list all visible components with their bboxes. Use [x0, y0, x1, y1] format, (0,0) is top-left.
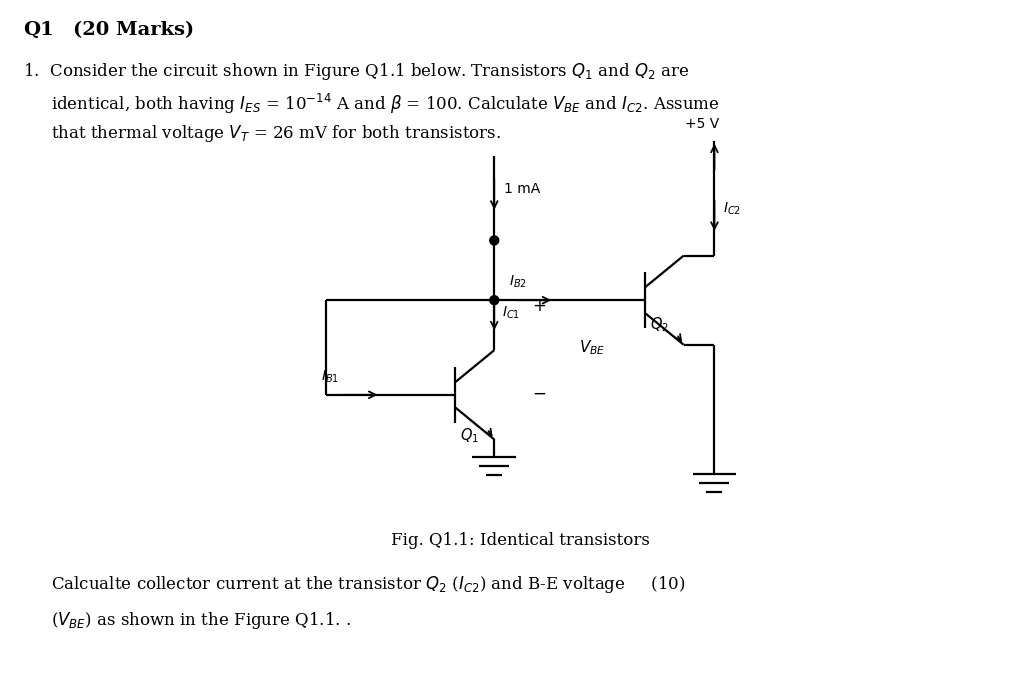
Text: that thermal voltage $V_T$ = 26 mV for both transistors.: that thermal voltage $V_T$ = 26 mV for b…: [51, 123, 502, 144]
Text: $Q_1$: $Q_1$: [460, 427, 479, 445]
Circle shape: [489, 295, 499, 304]
Text: 1.  Consider the circuit shown in Figure Q1.1 below. Transistors $Q_1$ and $Q_2$: 1. Consider the circuit shown in Figure …: [24, 61, 689, 82]
Text: ($V_{BE}$) as shown in the Figure Q1.1. .: ($V_{BE}$) as shown in the Figure Q1.1. …: [51, 610, 351, 631]
Text: (20 Marks): (20 Marks): [73, 22, 195, 40]
Text: $I_{B2}$: $I_{B2}$: [509, 274, 527, 291]
Text: $I_{C1}$: $I_{C1}$: [502, 305, 520, 321]
Text: +: +: [532, 297, 547, 315]
Text: 1 mA: 1 mA: [504, 181, 541, 195]
Text: Fig. Q1.1: Identical transistors: Fig. Q1.1: Identical transistors: [390, 532, 649, 549]
Text: Calcualte collector current at the transistor $Q_2$ ($I_{C2}$) and B-E voltage  : Calcualte collector current at the trans…: [51, 574, 686, 595]
Text: $I_{B1}$: $I_{B1}$: [321, 368, 339, 385]
Text: $I_{C2}$: $I_{C2}$: [723, 201, 741, 217]
Text: $-$: $-$: [532, 384, 547, 401]
Circle shape: [489, 236, 499, 245]
Text: $V_{BE}$: $V_{BE}$: [580, 338, 605, 357]
Text: $Q_2$: $Q_2$: [649, 315, 669, 334]
Text: +5 V: +5 V: [685, 117, 720, 131]
Text: Q1: Q1: [24, 22, 54, 40]
Text: identical, both having $I_{ES}$ = 10$^{-14}$ A and $\beta$ = 100. Calculate $V_{: identical, both having $I_{ES}$ = 10$^{-…: [51, 92, 720, 116]
